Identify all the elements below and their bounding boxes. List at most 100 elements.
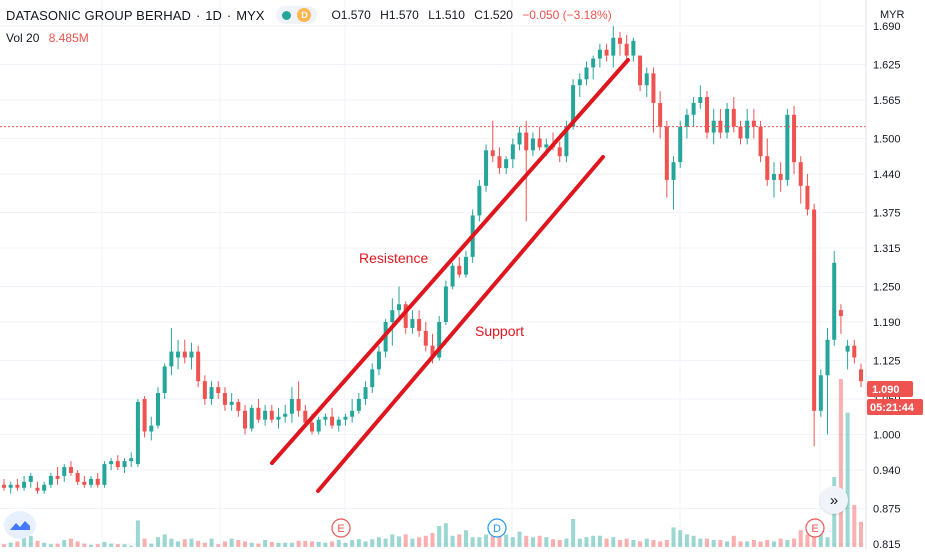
volume-legend: Vol 20 8.485M [6,31,89,45]
high-value: H1.570 [380,8,419,22]
price-axis[interactable]: 1.690 1.625 1.565 1.500 1.440 1.375 1.315 1.250… [865,0,925,551]
price-tick-label: 1.190 [873,317,901,329]
price-tick-label: 1.690 [873,21,901,33]
volume-bar [68,538,73,547]
volume-bar [517,531,522,547]
symbol-name[interactable]: DATASONIC GROUP BERHAD [6,7,191,23]
volume-bar [383,538,388,547]
volume-bar [564,538,569,547]
candle-body [765,156,770,180]
volume-bar [22,537,27,547]
volume-bar [778,538,783,547]
dividend-marker[interactable]: D [487,518,507,538]
candle-body [169,351,174,367]
status-pill[interactable]: D [276,6,318,24]
volume-bar [370,539,375,547]
delayed-badge: D [297,8,312,22]
exchange: MYX [236,7,265,23]
price-tick-label: 1.375 [873,207,901,219]
candle-body [631,40,636,56]
volume-bar [162,534,167,547]
candle-body [437,322,442,358]
volume-bar [571,519,576,547]
volume-bar [577,538,582,547]
candle-body [530,138,535,151]
candle-body [403,304,408,328]
volume-bar [551,539,556,547]
earnings-marker[interactable]: E [805,518,825,538]
candle-body [95,478,100,485]
volume-bar [122,544,127,547]
candle-body [216,387,221,394]
candle-body [698,97,703,103]
low-value: L1.510 [428,8,465,22]
candle-body [350,410,355,417]
volume-bar [149,543,154,547]
candle-body [1,484,7,488]
volume-bar [269,541,274,547]
candle-body [390,310,395,322]
grid [0,0,866,549]
support-trendline[interactable] [316,155,605,493]
volume-bar [524,535,529,547]
candle-body [684,114,689,127]
volume-bar [611,537,616,547]
candle-body [8,484,13,488]
volume-bar [504,534,509,547]
volume-bar [82,543,87,547]
candle-body [330,416,335,426]
interval[interactable]: 1D [205,7,222,23]
separator: · [226,7,232,23]
candle-body [644,73,649,86]
candle-body [243,410,248,429]
candle-body [356,398,361,411]
volume-bar [437,526,442,547]
volume-bar [417,537,422,547]
candle-body [845,345,850,352]
scroll-to-realtime-button[interactable]: » [820,486,848,514]
volume-bar [363,541,368,547]
candle-body [745,120,750,139]
marker-label: E [337,523,344,535]
resistance-trendline[interactable] [270,58,630,465]
volume-bar [129,545,134,547]
candle-body [638,55,643,86]
volume-bar [758,541,763,547]
candle-body [778,174,783,180]
volume-bar [557,540,562,547]
candle-body [477,185,482,216]
tradingview-logo[interactable] [4,511,36,539]
candle-body [109,461,114,465]
candle-body [222,393,227,405]
marker-label: D [493,523,501,535]
volume-bar [115,544,120,547]
candle-body [410,319,415,328]
volume-bar [15,541,20,547]
candle-body [691,102,696,115]
volume-bar [243,541,248,547]
volume-bar [316,541,321,547]
candle-body [376,351,381,370]
price-tick-label: 1.000 [873,429,901,441]
volume-label[interactable]: Vol 20 [6,31,40,45]
volume-bar [584,537,589,547]
volume-bar [591,535,596,547]
candle-body [283,413,288,417]
volume-bar [142,538,147,547]
volume-value: 8.485M [48,31,89,45]
volume-bar [176,541,181,547]
volume-bar [236,540,241,547]
ohlc-values: O1.570 H1.570 L1.510 C1.520 −0.050 (−3.1… [331,8,611,22]
candle-body [182,351,187,358]
volume-bar [658,541,663,547]
volume-bar [771,541,776,547]
price-tick-label: 0.875 [873,503,901,515]
candle-body [15,484,20,488]
legend-header: DATASONIC GROUP BERHAD · 1D · MYX D O1.5… [6,6,612,24]
volume-bar [765,540,770,547]
volume-bar [109,543,114,547]
earnings-marker[interactable]: E [331,518,351,538]
